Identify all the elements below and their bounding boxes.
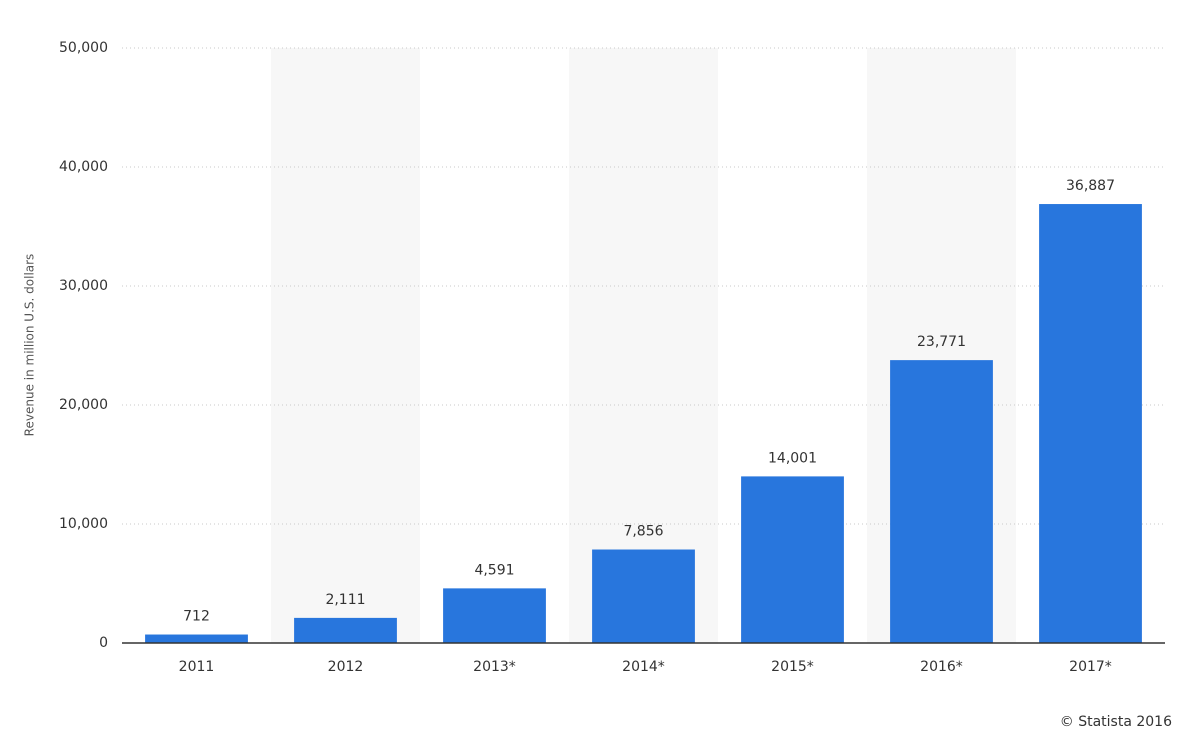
credit: © Statista 2016 bbox=[1060, 714, 1172, 730]
data-label: 23,771 bbox=[917, 334, 966, 350]
x-tick-label: 2016* bbox=[920, 659, 963, 675]
data-label: 4,591 bbox=[474, 562, 514, 578]
bar bbox=[890, 360, 993, 643]
y-tick-label: 30,000 bbox=[59, 278, 108, 294]
band-shade bbox=[271, 48, 420, 643]
x-tick-label: 2011 bbox=[179, 659, 215, 675]
x-tick-label: 2013* bbox=[473, 659, 516, 675]
y-tick-label: 20,000 bbox=[59, 397, 108, 413]
y-axis-label: Revenue in million U.S. dollars bbox=[23, 254, 37, 437]
bar bbox=[1039, 204, 1142, 644]
x-tick-label: 2017* bbox=[1069, 659, 1112, 675]
y-tick-label: 40,000 bbox=[59, 159, 108, 175]
bar bbox=[294, 617, 397, 643]
band-shade bbox=[569, 48, 718, 643]
data-label: 36,887 bbox=[1066, 178, 1115, 194]
bar bbox=[443, 588, 546, 643]
bar bbox=[741, 476, 844, 643]
y-tick-label: 50,000 bbox=[59, 40, 108, 56]
x-tick-label: 2012 bbox=[328, 659, 364, 675]
x-tick-label: 2015* bbox=[771, 659, 814, 675]
data-label: 712 bbox=[183, 609, 210, 625]
data-label: 14,001 bbox=[768, 450, 817, 466]
y-tick-label: 0 bbox=[99, 635, 108, 651]
bar bbox=[592, 549, 695, 643]
data-label: 2,111 bbox=[325, 592, 365, 608]
bar bbox=[145, 634, 248, 643]
data-label: 7,856 bbox=[623, 524, 663, 540]
x-tick-label: 2014* bbox=[622, 659, 665, 675]
y-tick-label: 10,000 bbox=[59, 516, 108, 532]
